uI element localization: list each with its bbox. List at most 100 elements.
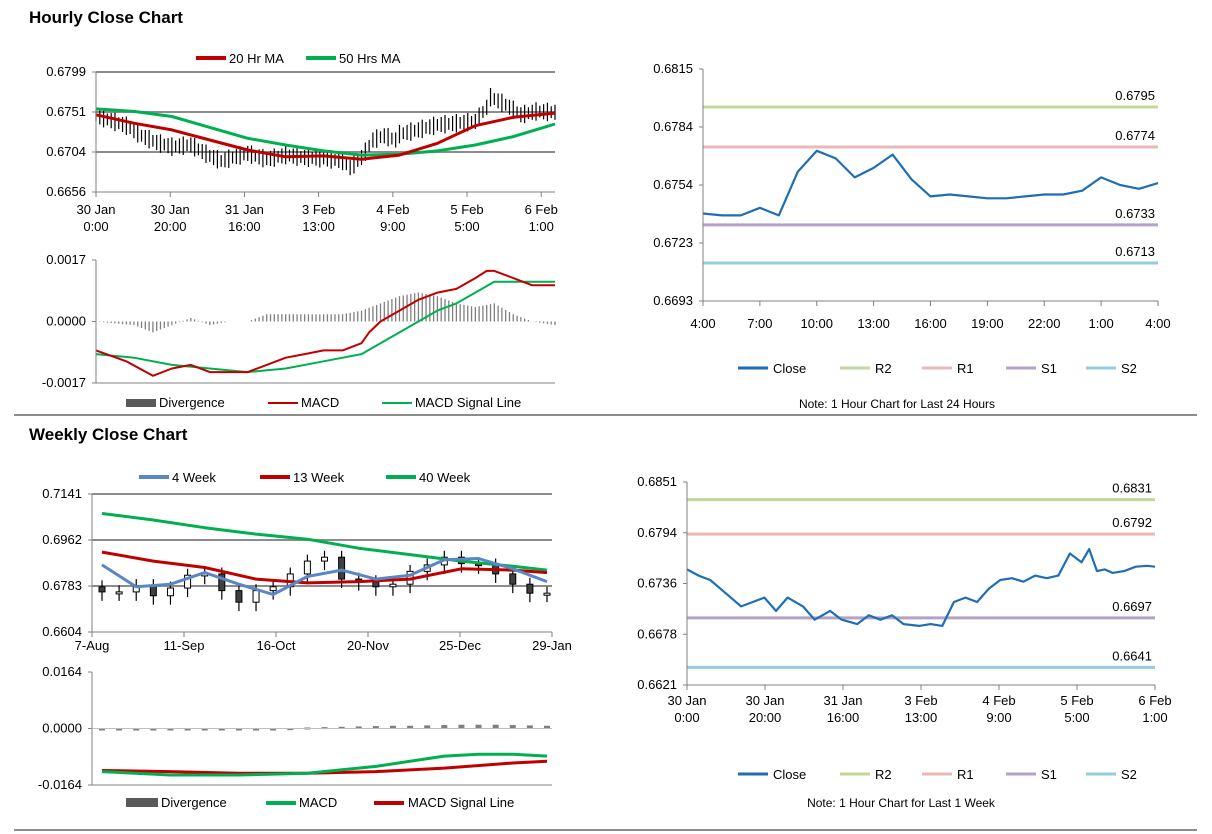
x-tick-label: 4:00 — [690, 316, 715, 331]
x-tick-label: 10:00 — [800, 316, 833, 331]
divergence-bar — [544, 725, 550, 729]
y-tick-label: 0.6723 — [653, 235, 693, 250]
y-tick-label: 0.6693 — [653, 293, 693, 308]
divergence-bar — [99, 728, 105, 731]
y-tick-label: 0.6799 — [46, 64, 86, 79]
series-macd — [95, 269, 555, 377]
x-tick-label: 19:00 — [971, 316, 1004, 331]
divergence-bar — [218, 728, 225, 731]
x-tick-label: 5 Feb — [1060, 693, 1093, 708]
weekly-macd-chart: 0.0164 0.0000 -0.0164 Divergence MACD MACD… — [38, 664, 552, 810]
y-tick-label: 0.0000 — [46, 314, 86, 329]
hourly-price-chart: 20 Hr MA 50 Hrs MA 0.6799 0.6751 0.6704 0.6… — [46, 51, 558, 234]
legend-r2: R2 — [875, 767, 892, 782]
legend-40-week: 40 Week — [419, 470, 471, 485]
level-label-r2: 0.6831 — [1112, 481, 1152, 496]
x-tick-label: 22:00 — [1028, 316, 1061, 331]
series-macd-signal — [95, 280, 555, 374]
y-tick-label: 0.6736 — [637, 576, 677, 591]
y-tick-label: 0.6621 — [637, 677, 677, 692]
y-tick-label: 0.7141 — [42, 486, 82, 501]
legend-divergence: Divergence — [159, 395, 225, 410]
legend-r1: R1 — [957, 767, 974, 782]
bottom-divider — [14, 829, 1197, 831]
divergence-bar — [287, 728, 294, 731]
x-tick-label: 31 Jan — [225, 202, 264, 217]
weekly-pivot-chart: 0.6831 0.6792 0.6697 0.6641 0.6851 0.6794 0.67… — [637, 474, 1171, 810]
divergence-bar — [338, 726, 345, 729]
x-tick-label: 0:00 — [83, 219, 108, 234]
divergence-bar — [407, 725, 414, 729]
x-tick-label: 30 Jan — [76, 202, 115, 217]
x-tick-label: 30 Jan — [745, 693, 784, 708]
y-tick-label: 0.6784 — [653, 119, 693, 134]
y-tick-label: 0.6815 — [653, 61, 693, 76]
legend-r2: R2 — [875, 361, 892, 376]
x-tick-label: 13:00 — [905, 710, 938, 725]
divergence-bar — [372, 726, 379, 729]
x-tick-label: 13:00 — [857, 316, 890, 331]
x-tick-label: 5:00 — [454, 219, 479, 234]
candle-body — [338, 556, 346, 580]
y-tick-label: 0.6604 — [42, 624, 82, 639]
series-macd — [101, 752, 548, 777]
series-close — [702, 149, 1159, 217]
x-tick-label: 30 Jan — [667, 693, 706, 708]
divergence-bar — [458, 724, 465, 729]
level-label-s1: 0.6697 — [1112, 599, 1152, 614]
x-tick-label: 16:00 — [914, 316, 947, 331]
x-tick-label: 16:00 — [228, 219, 261, 234]
series-20hr-ma — [95, 111, 556, 161]
hourly-note: Note: 1 Hour Chart for Last 24 Hours — [799, 397, 995, 411]
legend-s1: S1 — [1041, 767, 1057, 782]
x-tick-label: 9:00 — [986, 710, 1011, 725]
x-tick-label: 7:00 — [747, 316, 772, 331]
legend-macd: MACD — [301, 395, 339, 410]
candle-body — [166, 587, 174, 597]
x-tick-label: 1:00 — [1142, 710, 1167, 725]
y-tick-label: 0.6783 — [42, 578, 82, 593]
candle-body — [115, 591, 123, 595]
candle-body — [543, 592, 551, 596]
y-tick-label: 0.6962 — [42, 532, 82, 547]
x-tick-label: 5 Feb — [450, 202, 483, 217]
level-label-r1: 0.6792 — [1112, 515, 1152, 530]
x-tick-label: 4 Feb — [376, 202, 409, 217]
divergence-bar — [509, 725, 516, 729]
candle-body — [218, 573, 226, 592]
divergence-bar — [526, 725, 533, 729]
legend-4-week: 4 Week — [172, 470, 216, 485]
hourly-macd-chart: 0.0017 0.0000 -0.0017 Divergence MACD MACD… — [42, 252, 556, 410]
legend-close: Close — [773, 767, 806, 782]
x-tick-label: 4:00 — [1145, 316, 1170, 331]
x-tick-label: 4 Feb — [982, 693, 1015, 708]
legend-macd-signal: MACD Signal Line — [415, 395, 521, 410]
y-tick-label: -0.0164 — [38, 777, 82, 792]
x-tick-label: 5:00 — [1064, 710, 1089, 725]
series-40-week — [101, 512, 548, 572]
divergence-bar — [253, 728, 260, 731]
x-tick-label: 1:00 — [1088, 316, 1113, 331]
legend-close: Close — [773, 361, 806, 376]
y-tick-label: 0.6851 — [637, 474, 677, 489]
x-tick-label: 11-Sep — [164, 638, 205, 653]
divergence-bar — [133, 728, 140, 731]
divergence-bar — [441, 725, 448, 729]
y-tick-label: 0.6678 — [637, 626, 677, 641]
divergence-bar — [235, 728, 242, 731]
x-tick-label: 31 Jan — [823, 693, 862, 708]
candle-body — [98, 586, 106, 593]
candle-body — [184, 574, 192, 589]
x-tick-label: 29-Jan — [532, 638, 572, 653]
divergence-bar — [355, 726, 362, 729]
legend-50hrs-ma: 50 Hrs MA — [339, 51, 401, 66]
x-tick-label: 0:00 — [674, 710, 699, 725]
legend-macd: MACD — [299, 795, 337, 810]
series-close — [686, 548, 1156, 627]
candle-body — [389, 583, 397, 588]
divergence-bar — [116, 728, 123, 731]
series-macd-signal — [101, 759, 548, 775]
candle-body — [269, 586, 277, 592]
y-tick-label: 0.0017 — [46, 252, 86, 267]
x-tick-label: 20:00 — [749, 710, 782, 725]
